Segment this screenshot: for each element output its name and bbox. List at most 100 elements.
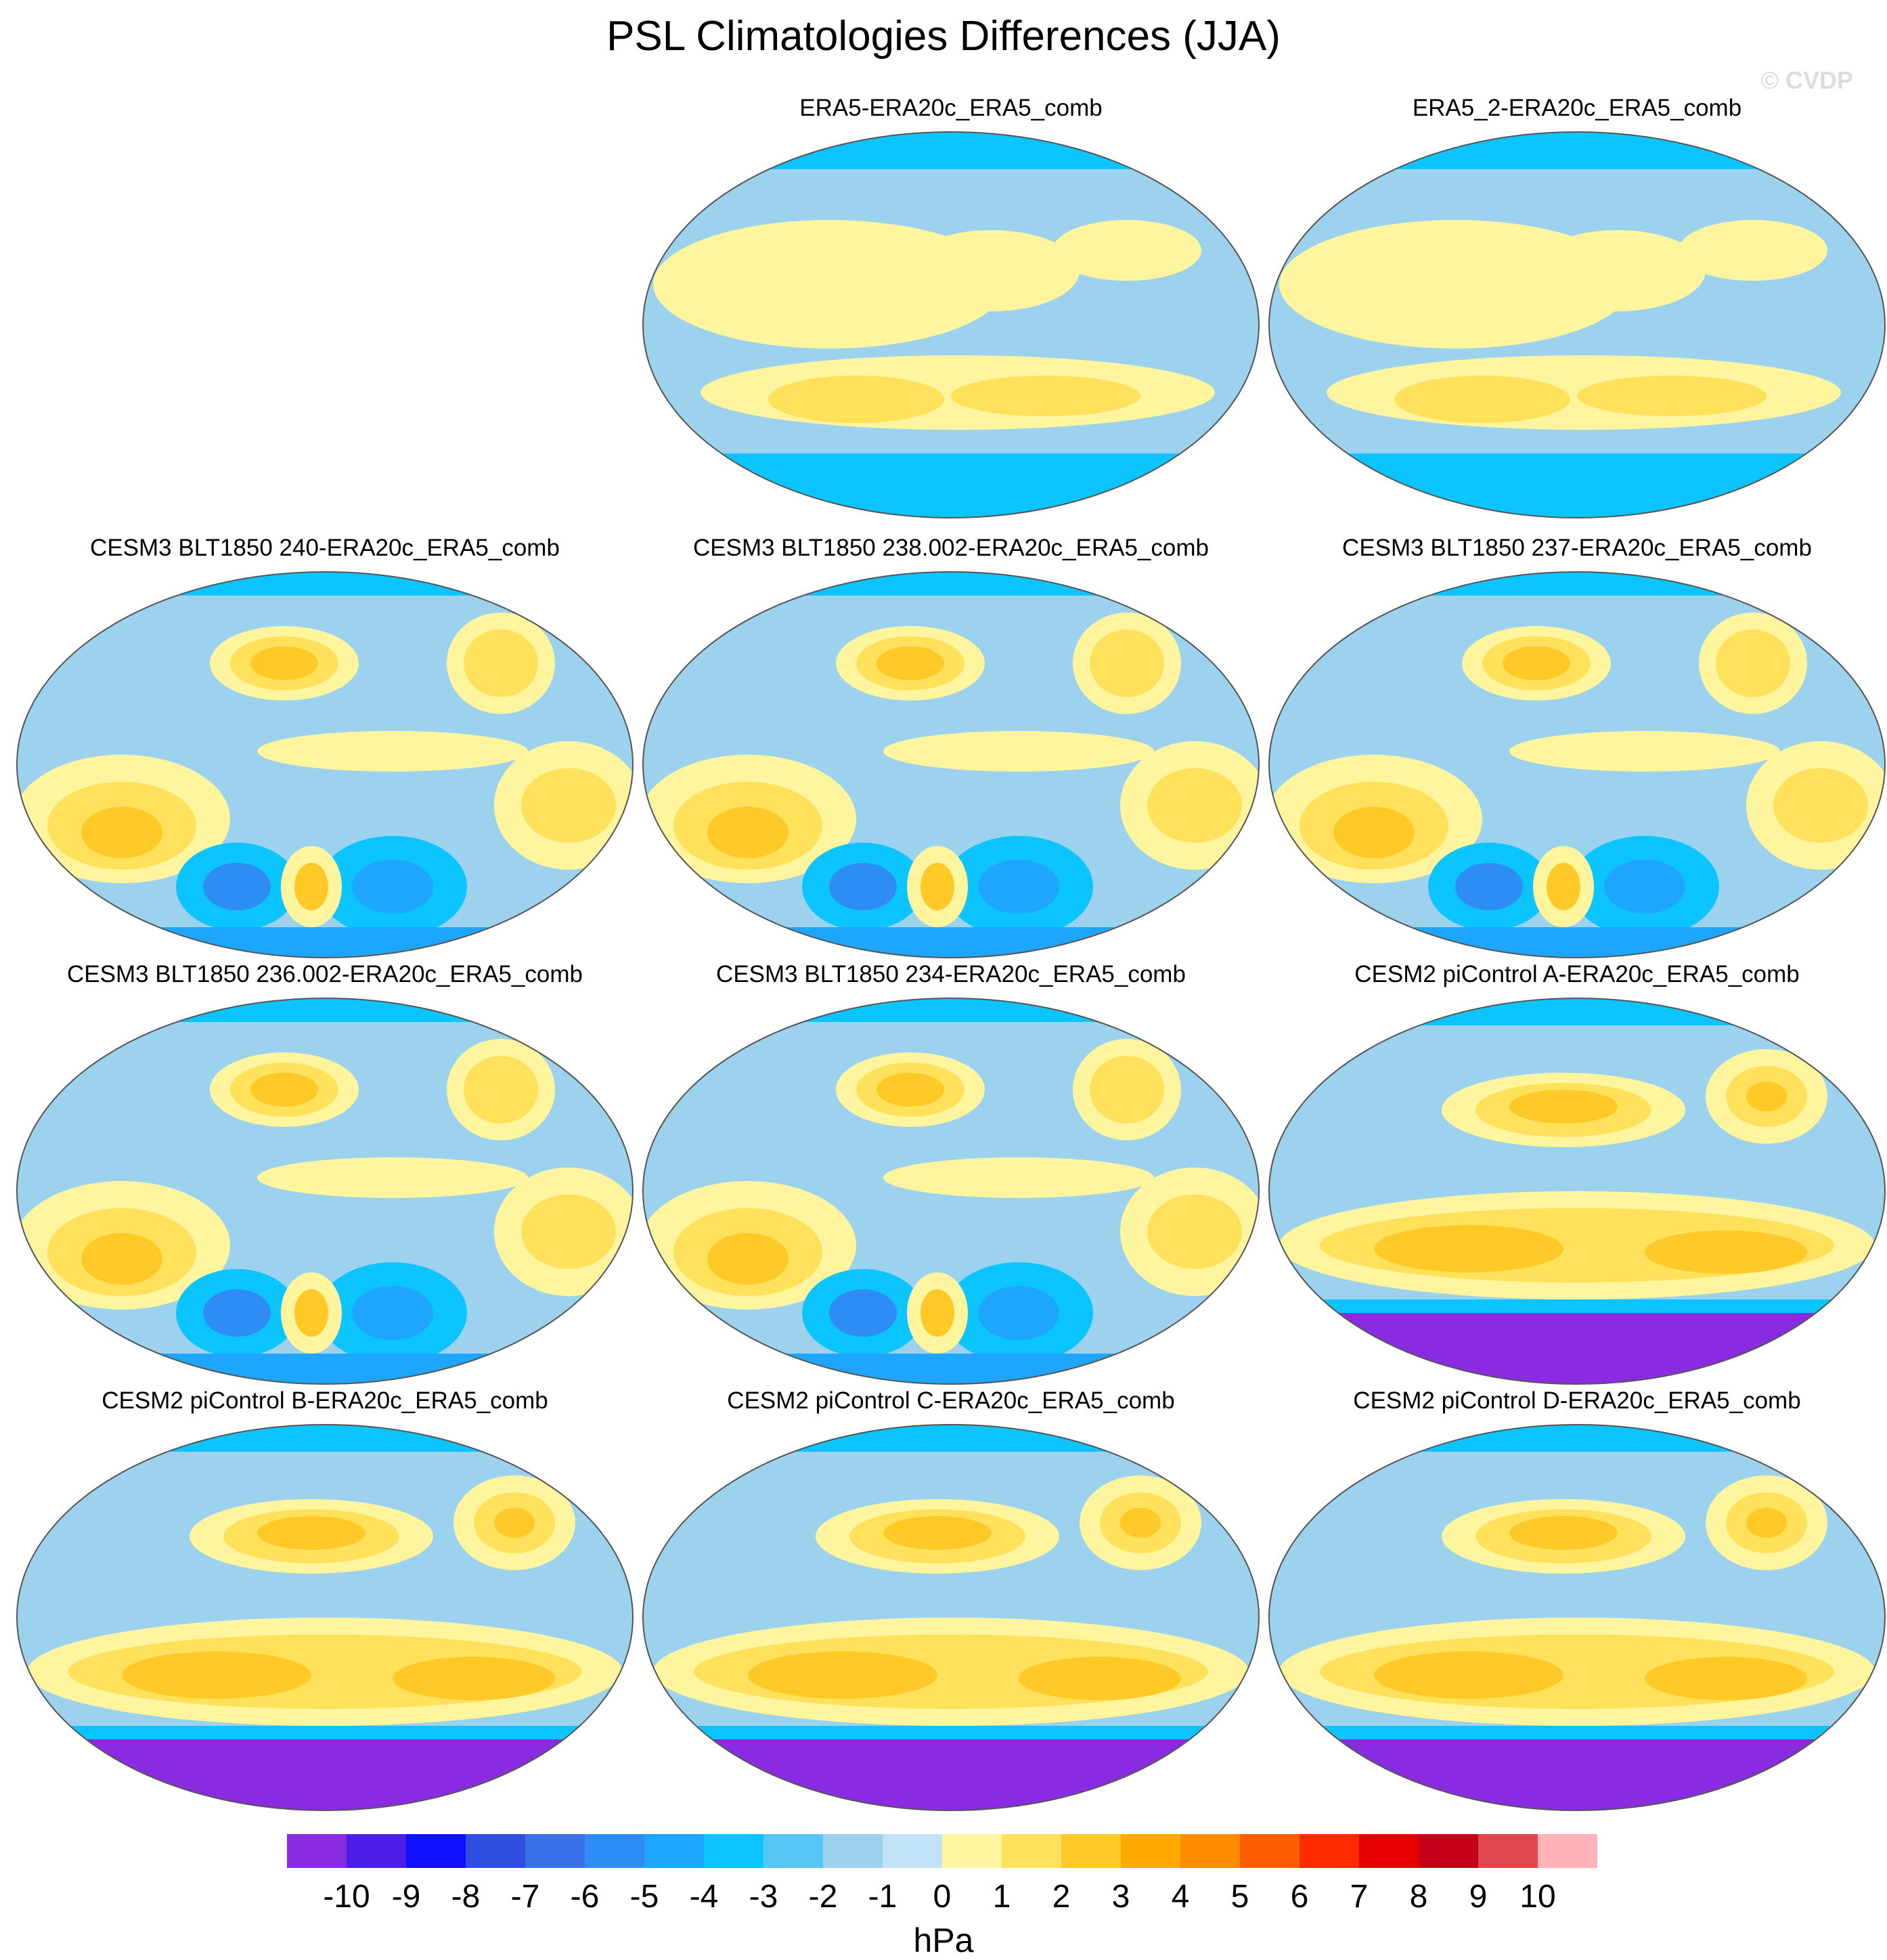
colorbar-tick-label: 1	[993, 1879, 1011, 1915]
contour-region	[1120, 1508, 1161, 1538]
colorbar-swatch	[406, 1834, 466, 1868]
contour-region	[643, 1354, 1259, 1384]
colorbar-tick-label: -7	[511, 1879, 540, 1915]
contour-region	[1645, 1657, 1807, 1700]
colorbar-swatch	[1538, 1834, 1597, 1868]
contour-region	[494, 1508, 535, 1538]
robinson-map	[1268, 131, 1886, 518]
contour-region	[643, 927, 1259, 958]
contour-region	[1547, 863, 1580, 910]
map-outline	[16, 1424, 634, 1811]
colorbar-tick-label: -3	[749, 1879, 778, 1915]
contour-region	[1577, 376, 1767, 416]
map-panel: CESM3 BLT1850 236.002-ERA20c_ERA5_comb	[14, 961, 636, 1387]
contour-region	[17, 998, 633, 1022]
robinson-map	[1268, 571, 1886, 958]
contour-region	[17, 1354, 633, 1384]
map-outline	[642, 571, 1260, 958]
panel-title: ERA5-ERA20c_ERA5_comb	[799, 95, 1103, 121]
contour-region	[1455, 863, 1523, 910]
map-panel: CESM3 BLT1850 240-ERA20c_ERA5_comb	[14, 535, 636, 961]
colorbar-tick-label: 3	[1112, 1879, 1130, 1915]
colorbar-swatch	[704, 1834, 763, 1868]
robinson-map	[16, 1424, 634, 1811]
contour-region	[17, 927, 633, 958]
colorbar-tick-label: 8	[1410, 1879, 1428, 1915]
robinson-map	[16, 998, 634, 1385]
colorbar-tick-label: -5	[630, 1879, 659, 1915]
panel-title: CESM3 BLT1850 236.002-ERA20c_ERA5_comb	[66, 961, 583, 987]
colorbar-tick-label: 7	[1350, 1879, 1369, 1915]
contour-region	[748, 1651, 937, 1699]
contour-region	[951, 376, 1140, 416]
contour-region	[1019, 1657, 1181, 1700]
colorbar-swatch	[1300, 1834, 1359, 1868]
contour-region	[1052, 220, 1201, 281]
contour-region	[1269, 998, 1885, 1025]
map-outline	[1268, 571, 1886, 958]
contour-region	[250, 1073, 318, 1107]
contour-region	[294, 1289, 328, 1337]
colorbar-tick-label: -9	[392, 1879, 421, 1915]
map-panel: CESM2 piControl A-ERA20c_ERA5_comb	[1266, 961, 1887, 1387]
contour-region	[643, 132, 1259, 169]
colorbar: -10 -9 -8 -7 -6 -5 -4 -3 -2 -1 0 1 2 3 4 5 6 7 8 9 10	[287, 1834, 1597, 1915]
contour-region	[1773, 768, 1868, 843]
contour-region	[904, 230, 1080, 311]
contour-region	[920, 863, 954, 910]
contour-region	[1269, 1425, 1885, 1452]
colorbar-tick-label: -10	[323, 1879, 370, 1915]
robinson-map	[642, 131, 1260, 518]
contour-region	[1147, 1195, 1242, 1269]
map-outline	[1268, 131, 1886, 518]
contour-region	[1269, 1739, 1885, 1810]
contour-region	[829, 863, 897, 910]
watermark: © CVDP	[1760, 66, 1853, 94]
colorbar-tick-label: 2	[1052, 1879, 1071, 1915]
colorbar-swatch	[1240, 1834, 1300, 1868]
robinson-map	[642, 998, 1260, 1385]
contour-region	[294, 863, 328, 910]
map-outline	[642, 131, 1260, 518]
contour-region	[1746, 1082, 1787, 1111]
contour-region	[883, 1516, 992, 1550]
contour-region	[920, 1289, 954, 1337]
map-outline	[16, 998, 634, 1385]
contour-region	[1374, 1651, 1563, 1699]
colorbar-tick-label: -8	[451, 1879, 481, 1915]
colorbar-tick-label: 5	[1231, 1879, 1249, 1915]
colorbar-tick-label: 4	[1172, 1879, 1190, 1915]
contour-region	[1503, 646, 1570, 680]
contour-region	[1090, 1056, 1164, 1123]
panel-title: ERA5_2-ERA20c_ERA5_comb	[1412, 95, 1742, 121]
contour-region	[250, 646, 318, 680]
contour-region	[464, 629, 538, 697]
contour-region	[829, 1289, 897, 1337]
contour-region	[203, 863, 271, 910]
contour-region	[1509, 1516, 1618, 1550]
map-panel: ERA5_2-ERA20c_ERA5_comb	[1266, 95, 1887, 521]
colorbar-swatch	[1180, 1834, 1240, 1868]
map-outline	[16, 571, 634, 958]
colorbar-swatch	[1359, 1834, 1419, 1868]
contour-region	[17, 1739, 633, 1810]
contour-region	[1530, 230, 1706, 311]
map-panel: CESM3 BLT1850 238.002-ERA20c_ERA5_comb	[640, 535, 1262, 961]
colorbar-tick-label: -2	[809, 1879, 838, 1915]
colorbar-swatch	[287, 1834, 347, 1868]
map-panel: CESM2 piControl B-ERA20c_ERA5_comb	[14, 1387, 636, 1814]
colorbar-tick-label: 6	[1291, 1879, 1309, 1915]
contour-region	[1090, 629, 1164, 697]
contour-region	[1374, 1225, 1563, 1272]
contour-region	[257, 1157, 528, 1198]
colorbar-swatch	[347, 1834, 406, 1868]
colorbar-swatch	[883, 1834, 942, 1868]
contour-region	[1333, 807, 1415, 858]
contour-region	[203, 1289, 271, 1337]
map-panel: CESM2 piControl C-ERA20c_ERA5_comb	[640, 1387, 1262, 1814]
map-panel: CESM3 BLT1850 234-ERA20c_ERA5_comb	[640, 961, 1262, 1387]
contour-region	[1269, 927, 1885, 958]
colorbar-tick-label: 9	[1469, 1879, 1488, 1915]
colorbar-swatch	[644, 1834, 704, 1868]
colorbar-swatch	[585, 1834, 644, 1868]
